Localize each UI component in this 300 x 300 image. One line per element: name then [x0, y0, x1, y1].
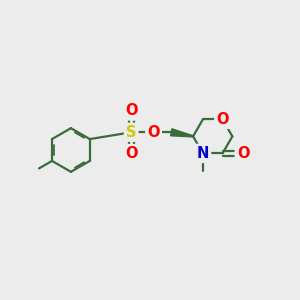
Text: O: O — [216, 112, 229, 127]
Text: O: O — [125, 103, 137, 118]
Polygon shape — [171, 129, 193, 137]
Text: S: S — [126, 125, 136, 140]
Text: O: O — [147, 125, 160, 140]
Text: O: O — [125, 146, 137, 161]
Text: N: N — [197, 146, 209, 161]
Text: O: O — [237, 146, 249, 161]
